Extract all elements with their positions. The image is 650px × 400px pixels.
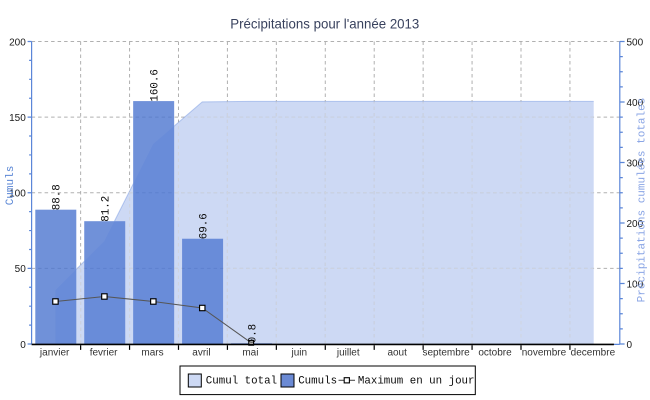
svg-text:Précipitations cumulées totale: Précipitations cumulées totales: [636, 98, 648, 303]
svg-text:200: 200: [627, 219, 644, 230]
svg-text:Précipitations pour l'année 20: Précipitations pour l'année 2013: [230, 16, 419, 31]
svg-text:janvier: janvier: [39, 348, 70, 359]
svg-text:avril: avril: [192, 348, 210, 359]
svg-text:50: 50: [15, 264, 27, 275]
svg-text:300: 300: [627, 158, 644, 169]
svg-text:decembre: decembre: [571, 348, 616, 359]
svg-text:69.6: 69.6: [198, 213, 210, 239]
svg-text:0: 0: [627, 340, 633, 351]
svg-text:septembre: septembre: [422, 348, 470, 359]
svg-text:Cumuls: Cumuls: [5, 166, 17, 206]
svg-text:0.8: 0.8: [247, 324, 259, 343]
svg-text:Cumul total: Cumul total: [206, 376, 277, 388]
svg-text:100: 100: [9, 189, 26, 200]
svg-text:Cumuls: Cumuls: [298, 376, 337, 388]
svg-text:Maximum en un jour: Maximum en un jour: [358, 376, 475, 388]
svg-text:fevrier: fevrier: [90, 348, 118, 359]
svg-text:150: 150: [9, 113, 26, 124]
svg-text:0: 0: [20, 340, 26, 351]
svg-text:88.8: 88.8: [52, 184, 64, 210]
svg-text:100: 100: [627, 279, 644, 290]
svg-text:400: 400: [627, 98, 644, 109]
svg-text:novembre: novembre: [522, 348, 567, 359]
svg-text:juin: juin: [291, 348, 308, 359]
svg-text:mars: mars: [141, 348, 163, 359]
svg-text:200: 200: [9, 37, 26, 48]
svg-text:mai: mai: [242, 348, 258, 359]
svg-text:aout: aout: [387, 348, 407, 359]
svg-text:500: 500: [627, 37, 644, 48]
svg-text:octobre: octobre: [478, 348, 512, 359]
svg-text:160.6: 160.6: [150, 69, 162, 101]
svg-text:juillet: juillet: [336, 348, 360, 359]
svg-text:81.2: 81.2: [101, 196, 113, 222]
